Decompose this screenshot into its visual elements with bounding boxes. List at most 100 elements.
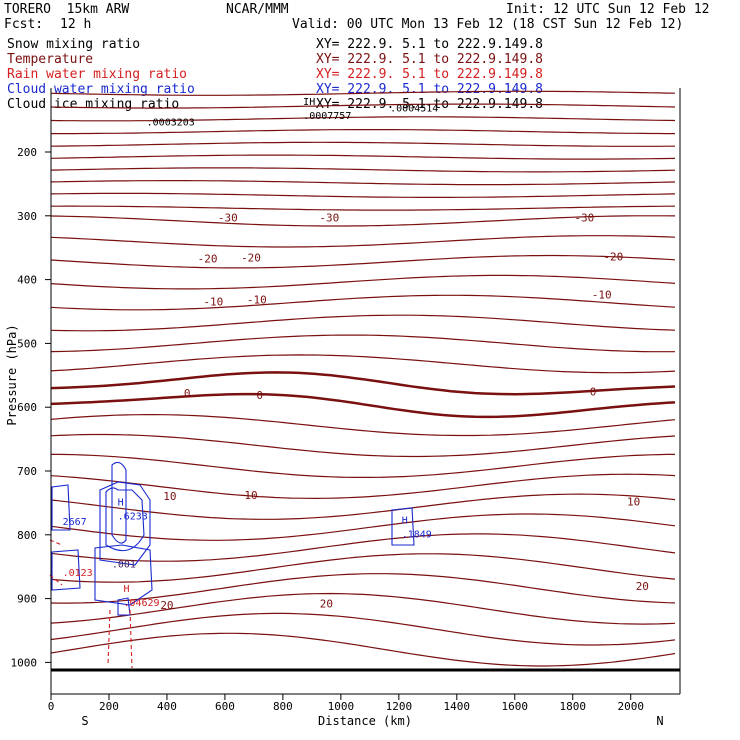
- rain-contour: [129, 609, 133, 669]
- x-tick-label: 1600: [502, 700, 529, 713]
- temperature-contour: [50, 392, 676, 419]
- temperature-label: -30: [319, 212, 339, 225]
- temperature-contour: [50, 90, 676, 96]
- temperature-contour: [50, 141, 675, 147]
- x-tick-label: 1400: [444, 700, 471, 713]
- x-tick-label: 1200: [386, 700, 413, 713]
- temperature-label: -20: [198, 253, 218, 266]
- extremum-value: .0123: [63, 568, 93, 579]
- cloud-water-contour: [51, 484, 71, 531]
- temperature-contour: [50, 192, 676, 198]
- temperature-label: -30: [218, 212, 238, 225]
- init-time: Init: 12 UTC Sun 12 Feb 12: [506, 2, 710, 17]
- extremum-marker: H: [123, 584, 129, 595]
- temperature-contour: [50, 414, 676, 437]
- model-title: TORERO 15km ARW: [4, 2, 130, 17]
- temperature-label: 0: [256, 389, 263, 402]
- temperature-contour: [51, 129, 675, 135]
- extremum-marker: H: [402, 516, 408, 527]
- rain-contour: [49, 539, 63, 546]
- legend-field-xy: XY= 222.9. 5.1 to 222.9.149.8: [316, 37, 543, 52]
- temperature-label: 10: [163, 490, 176, 503]
- north-end-label: N: [656, 714, 663, 728]
- x-tick-label: 200: [99, 700, 119, 713]
- y-axis-title: Pressure (hPa): [5, 324, 19, 425]
- temperature-label: -30: [574, 212, 594, 225]
- rain-contour: [107, 609, 111, 666]
- extremum-value: .1849: [402, 530, 432, 541]
- temperature-contour: [50, 592, 676, 625]
- cloud-water-contour: [94, 544, 153, 606]
- temperature-contours: [50, 90, 676, 667]
- temperature-label: -10: [592, 288, 612, 301]
- extremum-value: .0003203: [147, 117, 195, 128]
- legend-field-name: Temperature: [7, 52, 93, 67]
- cloud-water-contour: [111, 461, 127, 544]
- cloud-water-contour: [117, 597, 131, 616]
- legend: Snow mixing ratio XY= 222.9. 5.1 to 222.9…: [7, 37, 543, 112]
- south-end-label: S: [81, 714, 88, 728]
- legend-field-xy: XY= 222.9. 5.1 to 222.9.149.8: [316, 52, 543, 67]
- extremum-marker: IH: [303, 97, 315, 108]
- temperature-contour: [50, 473, 676, 500]
- temperature-contour: [50, 235, 676, 248]
- temperature-label: 20: [160, 599, 173, 612]
- legend-field-name: Rain water mixing ratio: [7, 67, 187, 82]
- temperature-contour: [50, 116, 676, 122]
- temperature-contour: [50, 354, 676, 374]
- temperature-contour: [50, 533, 676, 562]
- temperature-contour: [50, 103, 676, 109]
- temperature-contour: [50, 167, 676, 173]
- temperature-contour: [50, 154, 676, 160]
- y-tick-label: 700: [17, 465, 37, 478]
- temperature-contour: [51, 453, 675, 478]
- temperature-label: 10: [627, 496, 640, 509]
- temperature-contour: [50, 632, 676, 667]
- fcst-value: 12 h: [60, 17, 92, 32]
- x-tick-label: 400: [157, 700, 177, 713]
- contour-labels: -30 -30 -30 -20 -20 -20 -10 -10 -10 0 0 0 10 10 10 20 20…: [63, 97, 649, 612]
- temperature-label: 20: [320, 598, 333, 611]
- extremum-value: .0004514: [390, 103, 438, 114]
- temperature-contour: [50, 334, 675, 353]
- legend-field-name: Cloud ice mixing ratio: [7, 97, 179, 112]
- legend-field-name: Snow mixing ratio: [7, 37, 140, 52]
- temperature-contour: [50, 254, 676, 269]
- extremum-marker: H: [118, 498, 124, 509]
- temperature-contour: [50, 274, 676, 290]
- temperature-label: 0: [184, 387, 191, 400]
- y-tick-label: 900: [17, 593, 37, 606]
- temperature-contour: [50, 433, 676, 458]
- temperature-contour: [50, 573, 676, 604]
- temperature-contour: [50, 180, 676, 186]
- rain-contour: [49, 574, 63, 586]
- temperature-contour: [50, 371, 676, 396]
- temperature-label: -10: [203, 295, 223, 308]
- legend-field-xy: XY= 222.9. 5.1 to 222.9.149.8: [316, 67, 543, 82]
- temperature-label: 0: [590, 385, 597, 398]
- x-tick-label: 0: [48, 700, 55, 713]
- x-tick-label: 1000: [328, 700, 355, 713]
- temperature-contour: [50, 294, 676, 311]
- temperature-contour: [50, 215, 676, 227]
- temperature-contour: [50, 513, 676, 541]
- y-tick-label: 500: [17, 337, 37, 350]
- temperature-contour: [50, 314, 676, 332]
- extremum-value: 2667: [63, 517, 87, 528]
- x-tick-label: 800: [273, 700, 293, 713]
- cloud-water-contour: [105, 487, 145, 552]
- cloud-water-contour: [51, 549, 81, 591]
- temperature-contour: [50, 553, 676, 583]
- rain-contours: [49, 539, 133, 669]
- cloud-water-contour: [391, 507, 415, 546]
- temperature-contour: [50, 612, 676, 646]
- y-tick-label: 200: [17, 146, 37, 159]
- legend-field-xy: XY= 222.9. 5.1 to 222.9.149.8: [316, 82, 543, 97]
- y-tick-label: 600: [17, 401, 37, 414]
- temperature-contour: [50, 493, 676, 520]
- center-title: NCAR/MMM: [226, 2, 289, 17]
- y-tick-label: 300: [17, 210, 37, 223]
- extremum-value: .6233: [118, 512, 148, 523]
